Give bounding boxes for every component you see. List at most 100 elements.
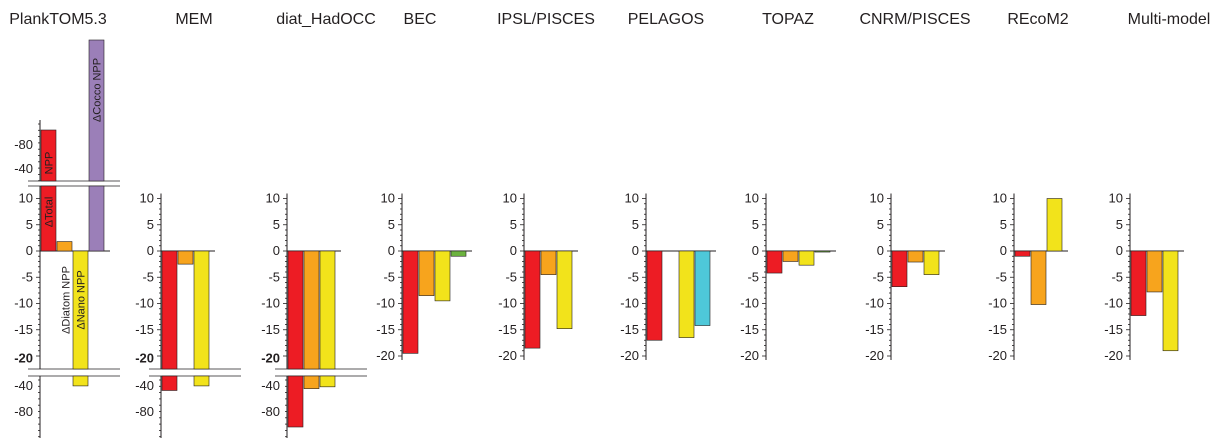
model-panel-ipsl-pisces: IPSL/PISCES 10 5 0 -5 -10 -15 -20 xyxy=(497,11,595,363)
bar xyxy=(287,250,304,370)
bar xyxy=(88,39,105,182)
model-title: PELAGOS xyxy=(628,11,704,28)
y-tick-label: -20 xyxy=(376,348,395,363)
bar xyxy=(524,250,541,349)
y-tick-label: -40 xyxy=(261,378,280,393)
model-panel-mem: MEM 10 5 0 -5 -10 -15 -20 -40 -80 xyxy=(135,11,241,438)
y-tick-label: 0 xyxy=(1116,243,1123,258)
y-tick-label: 0 xyxy=(877,243,884,258)
model-title: CNRM/PISCES xyxy=(859,11,970,28)
bar xyxy=(88,185,105,252)
y-tick-label: -10 xyxy=(135,296,154,311)
y-tick-label: -5 xyxy=(142,269,154,284)
model-title: BEC xyxy=(404,11,437,28)
bar xyxy=(891,250,908,288)
y-tick-label: -15 xyxy=(261,322,280,337)
y-tick-label: -80 xyxy=(14,137,33,152)
y-tick-label: 10 xyxy=(1109,191,1123,206)
bar-annotation: ΔCocco NPP xyxy=(92,58,104,122)
y-tick-label: -10 xyxy=(14,296,33,311)
y-tick-label: 0 xyxy=(26,243,33,258)
model-panel-multi-model: Multi-model 10 5 0 -5 -10 -15 -20 xyxy=(1104,11,1210,363)
y-tick-label: -20 xyxy=(498,348,517,363)
bar xyxy=(1046,198,1063,252)
y-tick-label: -10 xyxy=(1104,296,1123,311)
model-panel-bec: BEC 10 5 0 -5 -10 -15 -20 xyxy=(376,11,472,363)
bar-annotation: ΔNano NPP xyxy=(76,270,88,329)
y-tick-label: -20 xyxy=(135,351,154,366)
bar xyxy=(1030,250,1047,305)
y-tick-label: -15 xyxy=(135,322,154,337)
y-tick-label: -5 xyxy=(872,269,884,284)
model-title: IPSL/PISCES xyxy=(497,11,595,28)
y-tick-label: -5 xyxy=(505,269,517,284)
bar xyxy=(72,250,89,370)
y-tick-label: -10 xyxy=(261,296,280,311)
model-title: TOPAZ xyxy=(762,11,814,28)
model-panel-topaz: TOPAZ 10 5 0 -5 -10 -15 -20 xyxy=(740,11,836,363)
y-tick-label: 5 xyxy=(1116,217,1123,232)
model-title: PlankTOM5.3 xyxy=(9,11,107,28)
bar xyxy=(646,250,663,341)
y-tick-label: 5 xyxy=(632,217,639,232)
bar xyxy=(319,250,336,370)
bar xyxy=(1146,250,1163,293)
bar xyxy=(923,250,940,275)
bar xyxy=(540,250,557,275)
y-tick-label: -80 xyxy=(261,404,280,419)
y-tick-label: -5 xyxy=(995,269,1007,284)
y-tick-label: 10 xyxy=(625,191,639,206)
model-panel-cnrm-pisces: CNRM/PISCES 10 5 0 -5 -10 -15 -20 xyxy=(859,11,970,363)
bar xyxy=(1014,250,1031,257)
y-tick-label: -5 xyxy=(21,269,33,284)
y-tick-label: -5 xyxy=(627,269,639,284)
y-tick-label: 0 xyxy=(752,243,759,258)
bar xyxy=(287,375,304,428)
bar xyxy=(694,250,711,326)
y-tick-label: -20 xyxy=(988,348,1007,363)
y-tick-label: -20 xyxy=(14,351,33,366)
y-tick-label: -20 xyxy=(261,351,280,366)
y-tick-label: -10 xyxy=(865,296,884,311)
y-tick-label: -5 xyxy=(383,269,395,284)
y-tick-label: 0 xyxy=(632,243,639,258)
y-tick-label: -10 xyxy=(498,296,517,311)
bar xyxy=(40,185,57,252)
y-tick-label: -40 xyxy=(135,378,154,393)
y-tick-label: 5 xyxy=(26,217,33,232)
bar-annotation: ΔTotal xyxy=(44,197,56,228)
bar xyxy=(56,241,73,252)
bar xyxy=(177,250,194,265)
y-tick-label: -80 xyxy=(14,404,33,419)
y-tick-label: 5 xyxy=(273,217,280,232)
model-title: REcoM2 xyxy=(1007,11,1068,28)
y-tick-label: 0 xyxy=(1000,243,1007,258)
y-tick-label: 0 xyxy=(510,243,517,258)
bar xyxy=(450,250,467,257)
y-tick-label: 5 xyxy=(1000,217,1007,232)
y-tick-label: -40 xyxy=(14,161,33,176)
bar xyxy=(303,375,320,389)
y-tick-label: -20 xyxy=(620,348,639,363)
y-tick-label: 10 xyxy=(745,191,759,206)
bar xyxy=(434,250,451,302)
bar xyxy=(766,250,783,274)
bar-annotation: NPP xyxy=(44,152,56,175)
y-tick-label: -5 xyxy=(1111,269,1123,284)
bar xyxy=(161,375,178,391)
y-tick-label: 5 xyxy=(147,217,154,232)
bar xyxy=(907,250,924,263)
bar-annotation: ΔDiatom NPP xyxy=(61,266,73,334)
bar xyxy=(782,250,799,262)
y-tick-label: -15 xyxy=(740,322,759,337)
y-tick-label: 10 xyxy=(870,191,884,206)
y-tick-label: 0 xyxy=(147,243,154,258)
model-panel-planktom5-3: PlankTOM5.3 10 5 0 -5 -10 -15 -20 -80 -40 -40 -80 NP… xyxy=(9,11,120,438)
model-panel-diat-hadocc: diat_HadOCC 10 5 0 -5 -10 -15 -20 -40 -80 xyxy=(261,11,376,438)
bar xyxy=(418,250,435,296)
model-panel-pelagos: PELAGOS 10 5 0 -5 -10 -15 -20 xyxy=(620,11,716,363)
y-tick-label: 5 xyxy=(388,217,395,232)
y-tick-label: -15 xyxy=(14,322,33,337)
y-tick-label: -80 xyxy=(135,404,154,419)
